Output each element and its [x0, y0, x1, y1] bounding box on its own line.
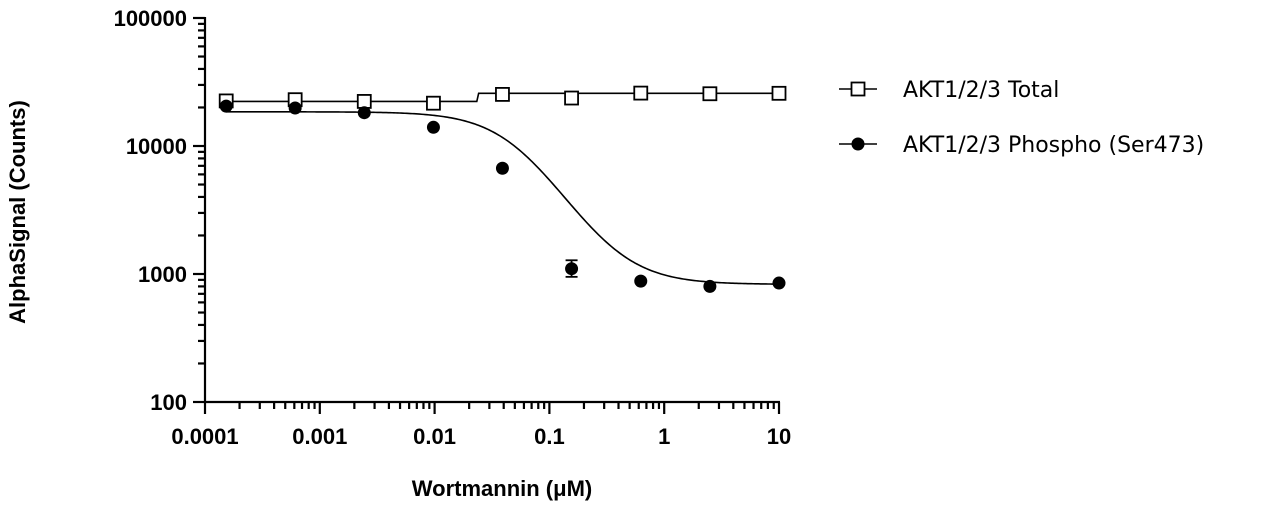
x-axis-title: Wortmannin (μM) [412, 476, 592, 501]
data-point-1-8 [702, 86, 718, 102]
x-tick-label: 1 [658, 424, 670, 449]
data-point-1-3 [356, 94, 372, 109]
legend: AKT1/2/3 Total AKT1/2/3 Phospho (Ser473) [839, 78, 1204, 158]
data-point-1-6 [564, 90, 579, 106]
legend-marker-2 [851, 137, 865, 151]
data-point-1-4 [426, 95, 441, 111]
y-axis-title: AlphaSignal (Counts) [5, 100, 30, 324]
data-point-2-9 [772, 276, 786, 290]
x-tick-label: 10 [767, 424, 791, 449]
data-point-2-8 [703, 279, 717, 293]
x-tick-label: 0.1 [534, 424, 565, 449]
axes: 0.0001 0.001 0.01 0.1 1 10 100 1000 10000 100000 W… [5, 6, 791, 501]
y-tick-label: 100000 [114, 6, 187, 31]
data-markers [218, 85, 787, 293]
fit-curve-2 [226, 111, 780, 285]
x-tick-label: 0.01 [413, 424, 456, 449]
data-point-1-5 [495, 87, 510, 102]
y-tick-label: 100 [150, 390, 187, 415]
legend-marker-1 [850, 81, 866, 97]
y-tick-label: 10000 [126, 134, 187, 159]
data-point-2-7 [634, 274, 648, 288]
x-tick-label: 0.0001 [171, 424, 238, 449]
data-point-2-5 [495, 161, 509, 175]
data-point-1-7 [633, 85, 649, 101]
data-point-2-1 [219, 99, 233, 113]
fit-curves [226, 92, 780, 285]
x-tick-label: 0.001 [292, 424, 347, 449]
legend-label-1: AKT1/2/3 Total [903, 78, 1059, 103]
data-point-2-6 [565, 262, 579, 276]
data-point-2-2 [288, 101, 302, 115]
data-point-1-9 [771, 85, 787, 101]
y-tick-label: 1000 [138, 262, 187, 287]
data-point-2-4 [426, 120, 440, 134]
legend-label-2: AKT1/2/3 Phospho (Ser473) [903, 133, 1204, 158]
data-point-2-3 [357, 106, 371, 120]
